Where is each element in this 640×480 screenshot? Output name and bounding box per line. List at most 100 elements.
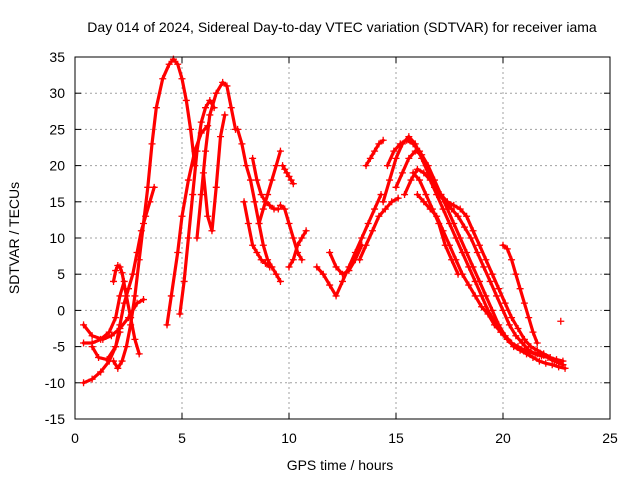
data-point: [499, 241, 507, 249]
y-tick-label: 0: [57, 302, 65, 318]
series-trace: [381, 135, 565, 363]
data-point: [375, 140, 383, 148]
data-point: [193, 147, 201, 155]
data-point: [105, 328, 113, 336]
series-sat-ac: [557, 317, 565, 325]
data-point: [394, 194, 402, 202]
data-point: [116, 292, 124, 300]
data-point: [396, 140, 404, 148]
y-tick-label: 5: [57, 266, 65, 282]
data-point: [281, 205, 289, 213]
data-point: [469, 227, 477, 235]
data-point: [508, 256, 516, 264]
series-sat-x: [392, 147, 567, 369]
data-point: [242, 162, 250, 170]
data-point: [345, 267, 353, 275]
data-point: [197, 191, 205, 199]
data-point: [112, 314, 120, 322]
series-sat-b: [80, 277, 128, 347]
data-point: [512, 270, 520, 278]
data-point: [244, 220, 252, 228]
data-point: [163, 321, 171, 329]
data-point: [139, 220, 147, 228]
data-point: [189, 191, 197, 199]
data-point: [313, 263, 321, 271]
x-axis-label: GPS time / hours: [287, 457, 394, 473]
data-point: [403, 136, 411, 144]
data-point: [159, 75, 167, 83]
data-point: [95, 353, 103, 361]
data-point: [339, 270, 346, 278]
data-point: [465, 263, 473, 271]
data-point: [264, 191, 272, 199]
data-point: [249, 154, 257, 162]
data-point: [505, 321, 513, 329]
data-point: [112, 267, 120, 275]
data-point: [110, 277, 118, 285]
axis-ticks: 0 5 10 15 20 25 -15 -10 -5 0 5 10 15 20 25 30 35: [45, 49, 618, 446]
data-point: [503, 245, 511, 253]
data-point: [525, 314, 533, 322]
data-point: [266, 263, 274, 271]
y-tick-label: 10: [49, 230, 65, 246]
data-point: [450, 201, 458, 209]
data-point: [174, 60, 182, 68]
data-point: [452, 256, 460, 264]
data-point: [386, 176, 394, 184]
data-point: [88, 343, 96, 351]
data-point: [206, 96, 214, 104]
data-point: [174, 248, 182, 256]
data-point: [561, 364, 569, 372]
data-point: [206, 111, 214, 119]
data-point: [221, 111, 229, 119]
data-point: [289, 180, 297, 188]
data-point: [484, 310, 492, 318]
data-point: [375, 212, 383, 220]
data-point: [212, 183, 220, 191]
data-point: [204, 212, 212, 220]
data-point: [533, 339, 541, 347]
data-point: [217, 133, 225, 141]
data-point: [118, 269, 126, 277]
data-point: [548, 361, 556, 369]
data-point: [439, 205, 447, 213]
data-point: [426, 176, 434, 184]
data-point: [388, 198, 396, 206]
data-point: [488, 270, 496, 278]
data-point: [471, 292, 479, 300]
data-point: [478, 303, 486, 311]
data-point: [272, 162, 280, 170]
data-point: [420, 198, 428, 206]
data-point: [165, 60, 173, 68]
data-point: [118, 357, 126, 365]
data-point: [298, 234, 306, 242]
data-point: [285, 263, 293, 271]
data-point: [490, 321, 498, 329]
data-point: [529, 328, 537, 336]
y-tick-label: 25: [49, 121, 65, 137]
data-point: [116, 321, 124, 329]
data-point: [178, 75, 186, 83]
data-point: [523, 350, 531, 358]
data-point: [495, 285, 503, 293]
data-point: [390, 147, 398, 155]
data-point: [516, 285, 524, 293]
data-point: [264, 256, 272, 264]
data-point: [253, 248, 261, 256]
x-tick-label: 5: [178, 430, 186, 446]
data-point: [116, 263, 124, 271]
data-point: [529, 353, 537, 361]
data-point: [366, 154, 374, 162]
data-point: [446, 241, 453, 249]
series-sat-k: [234, 125, 284, 285]
y-tick-label: 35: [49, 49, 65, 65]
data-point: [97, 335, 105, 343]
data-point: [520, 335, 528, 343]
data-point: [276, 201, 284, 209]
data-point: [80, 321, 88, 329]
data-point: [364, 220, 372, 228]
data-point: [439, 227, 447, 235]
data-point: [546, 353, 554, 361]
data-point: [446, 220, 453, 228]
data-point: [413, 191, 421, 199]
